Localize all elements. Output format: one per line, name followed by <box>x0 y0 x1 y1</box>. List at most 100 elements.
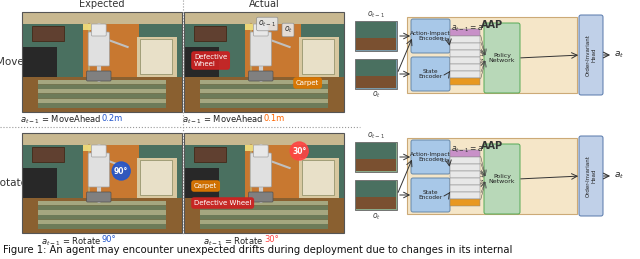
Bar <box>355 180 397 210</box>
Bar <box>184 12 344 77</box>
Bar <box>184 12 344 112</box>
Bar <box>22 198 182 233</box>
Bar <box>22 133 182 233</box>
Bar <box>356 159 396 170</box>
Text: $a_{t-1}$ = MoveAhead: $a_{t-1}$ = MoveAhead <box>182 114 264 126</box>
Bar <box>184 12 344 24</box>
Bar <box>355 142 397 172</box>
Text: ith: ith <box>441 158 449 163</box>
Bar <box>200 94 328 98</box>
Bar <box>245 24 258 30</box>
Text: Policy
Network: Policy Network <box>489 174 515 184</box>
Bar <box>450 57 480 63</box>
Bar <box>22 12 182 77</box>
FancyBboxPatch shape <box>579 136 603 216</box>
Text: $a_{t-1} = a^i$: $a_{t-1} = a^i$ <box>451 20 486 34</box>
Bar <box>22 47 57 77</box>
Circle shape <box>112 162 130 180</box>
Text: $a_{t-1}$ = Rotate: $a_{t-1}$ = Rotate <box>41 235 102 248</box>
Bar <box>245 145 258 151</box>
Text: Action-Impact
Encoder: Action-Impact Encoder <box>410 152 451 162</box>
Bar <box>184 133 344 145</box>
FancyBboxPatch shape <box>92 24 106 36</box>
Bar <box>450 64 480 70</box>
Bar <box>137 37 177 77</box>
Bar <box>184 168 219 198</box>
Bar <box>355 21 397 51</box>
Text: Actual: Actual <box>248 0 280 9</box>
FancyBboxPatch shape <box>484 23 520 93</box>
Bar <box>200 99 328 103</box>
Bar <box>137 158 177 198</box>
Bar <box>22 12 182 24</box>
Bar <box>193 147 226 162</box>
Text: Order-Invariant
Head: Order-Invariant Head <box>586 34 596 76</box>
FancyBboxPatch shape <box>86 192 111 202</box>
FancyBboxPatch shape <box>248 71 273 81</box>
Bar <box>22 77 182 112</box>
Bar <box>450 29 480 35</box>
Text: Carpet: Carpet <box>296 80 319 86</box>
FancyBboxPatch shape <box>88 153 109 187</box>
Bar <box>302 160 334 195</box>
Text: 90°: 90° <box>102 235 116 244</box>
Bar <box>22 12 182 112</box>
Text: $a_t$: $a_t$ <box>614 171 624 181</box>
Text: 90°: 90° <box>114 167 129 176</box>
Bar <box>450 43 480 49</box>
Bar <box>38 80 166 84</box>
Bar <box>450 50 480 56</box>
Bar <box>38 103 166 107</box>
Bar <box>450 171 480 177</box>
Bar <box>450 192 480 198</box>
FancyBboxPatch shape <box>411 178 450 212</box>
Bar <box>450 185 480 191</box>
Bar <box>184 198 344 233</box>
Bar <box>450 150 480 156</box>
Text: State
Encoder: State Encoder <box>419 190 443 200</box>
Bar <box>38 80 166 108</box>
Bar <box>200 220 328 224</box>
Bar <box>184 133 344 198</box>
Text: Action-Impact
Encoder: Action-Impact Encoder <box>410 31 451 41</box>
Bar <box>38 215 166 219</box>
Bar <box>200 224 328 228</box>
Bar <box>200 85 328 89</box>
Bar <box>31 147 63 162</box>
FancyBboxPatch shape <box>248 192 273 202</box>
Bar <box>200 103 328 107</box>
Bar <box>184 77 344 112</box>
Bar <box>83 12 139 77</box>
Bar <box>31 26 63 41</box>
Text: $o_{t-1}$: $o_{t-1}$ <box>258 19 276 29</box>
Text: 0.2m: 0.2m <box>102 114 124 123</box>
Bar <box>83 145 95 151</box>
Text: Carpet: Carpet <box>194 183 217 189</box>
Bar <box>450 164 480 170</box>
Circle shape <box>290 142 308 160</box>
Text: $o_{t-1}$: $o_{t-1}$ <box>367 10 385 20</box>
Text: Order-Invariant
Head: Order-Invariant Head <box>586 155 596 197</box>
Bar <box>38 210 166 214</box>
Text: $a_{t-1}$ = Rotate: $a_{t-1}$ = Rotate <box>204 235 264 248</box>
Bar <box>200 201 328 229</box>
Bar <box>38 89 166 93</box>
Bar <box>356 143 396 160</box>
Bar <box>38 99 166 103</box>
Text: ith: ith <box>441 37 449 42</box>
Bar <box>193 26 226 41</box>
Bar <box>200 80 328 108</box>
Text: 0.1m: 0.1m <box>264 114 285 123</box>
FancyBboxPatch shape <box>250 32 271 66</box>
FancyBboxPatch shape <box>253 145 268 157</box>
FancyBboxPatch shape <box>250 153 271 187</box>
Bar <box>22 168 57 198</box>
Bar <box>38 85 166 89</box>
Bar <box>302 39 334 74</box>
Text: 30°: 30° <box>264 235 279 244</box>
Bar <box>38 206 166 210</box>
FancyBboxPatch shape <box>411 57 450 91</box>
Text: $o_t$: $o_t$ <box>372 211 380 221</box>
Text: Figure 1: An agent may encounter unexpected drifts during deployment due to chan: Figure 1: An agent may encounter unexpec… <box>3 245 513 255</box>
Bar <box>450 157 480 163</box>
